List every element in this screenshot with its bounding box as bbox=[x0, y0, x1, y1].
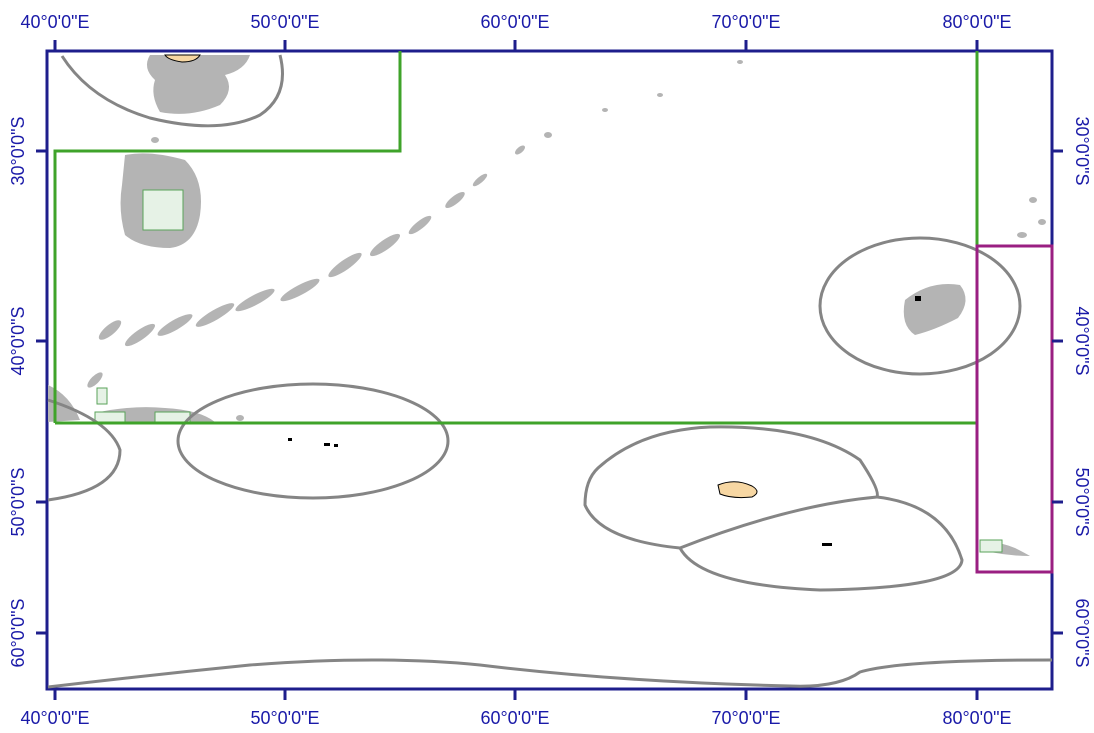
ridge-patch bbox=[124, 323, 156, 347]
grid-cell-block bbox=[96, 387, 108, 405]
top-tick-label: 40°0'0"E bbox=[20, 12, 89, 32]
management-area-purple bbox=[975, 244, 1054, 574]
ridge-patch bbox=[1038, 219, 1046, 225]
bathymetry-north-cluster bbox=[146, 55, 250, 114]
grid-cell-block bbox=[979, 539, 1003, 553]
ridge-patch bbox=[369, 233, 401, 257]
left-axis-labels: 30°0'0"S 40°0'0"S 50°0'0"S 60°0'0"S bbox=[8, 116, 28, 667]
ridge-patch bbox=[602, 108, 608, 112]
ridge-patch bbox=[472, 173, 488, 187]
ridge-patch bbox=[235, 288, 275, 312]
right-tick-label: 60°0'0"S bbox=[1072, 598, 1092, 667]
ridge-patch bbox=[87, 372, 103, 388]
eez-heard bbox=[678, 495, 964, 592]
ridge-patch bbox=[1017, 232, 1027, 238]
grid-cell-block bbox=[94, 411, 126, 423]
antarctic-boundary bbox=[47, 658, 1053, 689]
ridge-patch bbox=[737, 60, 743, 64]
bottom-tick-label: 80°0'0"E bbox=[942, 708, 1011, 728]
ridge-patch bbox=[236, 415, 244, 421]
top-tick-label: 50°0'0"E bbox=[250, 12, 319, 32]
eez-north bbox=[60, 54, 284, 128]
ridge-patch bbox=[1029, 197, 1037, 203]
island-amsterdam bbox=[915, 296, 921, 301]
left-tick-label: 60°0'0"S bbox=[8, 598, 28, 667]
fishing-grid-cells bbox=[94, 189, 1003, 553]
land-north bbox=[164, 54, 201, 63]
left-tick-label: 40°0'0"S bbox=[8, 306, 28, 375]
ridge-patch bbox=[515, 145, 525, 155]
top-axis-labels: 40°0'0"E 50°0'0"E 60°0'0"E 70°0'0"E 80°0… bbox=[20, 12, 1011, 32]
eez-west-lower bbox=[47, 398, 122, 502]
eez-kerguelen bbox=[583, 425, 879, 550]
ridge-patch bbox=[408, 215, 432, 235]
ridge-patch bbox=[544, 132, 552, 138]
bottom-tick-label: 50°0'0"E bbox=[250, 708, 319, 728]
bottom-tick-label: 70°0'0"E bbox=[711, 708, 780, 728]
eez-amsterdam bbox=[818, 236, 1022, 376]
bottom-tick-label: 40°0'0"E bbox=[20, 708, 89, 728]
island-crozet bbox=[288, 438, 292, 441]
bottom-axis-labels: 40°0'0"E 50°0'0"E 60°0'0"E 70°0'0"E 80°0… bbox=[20, 708, 1011, 728]
left-tick-label: 30°0'0"S bbox=[8, 116, 28, 185]
bottom-tick-label: 60°0'0"E bbox=[480, 708, 549, 728]
left-tick-label: 50°0'0"S bbox=[8, 467, 28, 536]
ridge-patch bbox=[98, 320, 122, 340]
land-masses bbox=[164, 54, 758, 499]
ridge-patch bbox=[157, 314, 193, 336]
ridge-patch bbox=[445, 191, 465, 209]
eez-boundaries bbox=[47, 54, 1053, 689]
ridge-patch bbox=[657, 93, 663, 97]
ridge-patch bbox=[280, 278, 320, 302]
grid-cell-block bbox=[142, 189, 184, 231]
top-tick-label: 80°0'0"E bbox=[942, 12, 1011, 32]
small-islands bbox=[288, 296, 921, 546]
ridge-patch bbox=[195, 303, 235, 327]
ridge-patch bbox=[151, 137, 159, 143]
bathymetry-ridge-chain bbox=[87, 60, 1046, 421]
land-kerguelen bbox=[717, 481, 758, 499]
right-tick-label: 40°0'0"S bbox=[1072, 306, 1092, 375]
right-axis-labels: 30°0'0"S 40°0'0"S 50°0'0"S 60°0'0"S bbox=[1072, 116, 1092, 667]
grid-cell-block bbox=[154, 411, 191, 423]
island-heard bbox=[822, 543, 832, 546]
island-crozet bbox=[334, 444, 338, 447]
eez-crozet bbox=[176, 382, 450, 500]
right-tick-label: 50°0'0"S bbox=[1072, 467, 1092, 536]
map-frame bbox=[45, 49, 1054, 691]
top-tick-label: 60°0'0"E bbox=[480, 12, 549, 32]
right-tick-label: 30°0'0"S bbox=[1072, 116, 1092, 185]
axis-ticks bbox=[36, 40, 1063, 700]
island-crozet bbox=[324, 443, 330, 446]
top-tick-label: 70°0'0"E bbox=[711, 12, 780, 32]
ridge-patch bbox=[328, 252, 362, 278]
